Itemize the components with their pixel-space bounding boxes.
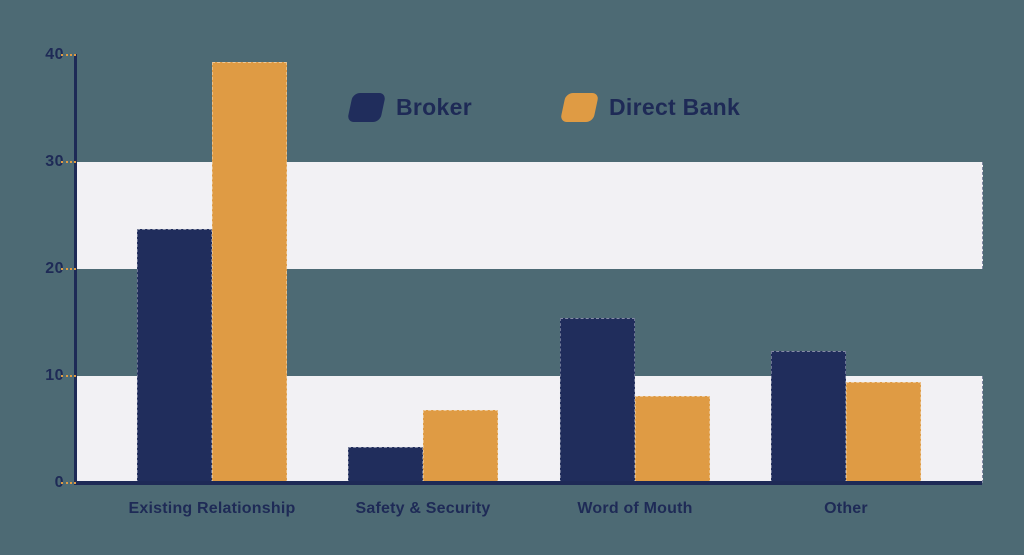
- bar-direct-bank-existing-relationship: [212, 62, 287, 483]
- x-category-label-safety-security: Safety & Security: [355, 500, 491, 517]
- bar-direct-bank-other: [846, 382, 921, 483]
- bar-broker-safety-security: [348, 446, 423, 483]
- legend-label-broker: Broker: [396, 94, 472, 120]
- x-category-label-word-of-mouth: Word of Mouth: [577, 500, 693, 517]
- legend-item-broker: Broker: [346, 93, 472, 122]
- legend-item-direct-bank: Direct Bank: [559, 93, 741, 122]
- y-tick-label-40: 40: [45, 46, 64, 63]
- legend-label-direct-bank: Direct Bank: [609, 94, 741, 120]
- y-tick-dash-20: [61, 268, 76, 270]
- bar-broker-existing-relationship: [137, 229, 212, 483]
- y-tick-dash-40: [61, 54, 76, 56]
- y-tick-label-10: 10: [45, 367, 64, 384]
- bar-broker-other: [771, 351, 846, 483]
- x-category-label-other: Other: [824, 500, 868, 517]
- broker-swatch-icon: [346, 93, 387, 122]
- y-tick-dash-10: [61, 375, 76, 377]
- bar-direct-bank-safety-security: [423, 410, 498, 483]
- y-tick-label-20: 20: [45, 260, 64, 277]
- bar-broker-word-of-mouth: [560, 318, 635, 483]
- x-axis-line: [74, 481, 982, 485]
- y-tick-label-0: 0: [54, 474, 64, 491]
- y-tick-dash-30: [61, 161, 76, 163]
- x-category-label-existing-relationship: Existing Relationship: [128, 500, 296, 517]
- bar-direct-bank-word-of-mouth: [635, 396, 710, 483]
- y-tick-dash-0: [61, 482, 76, 484]
- y-tick-label-30: 30: [45, 153, 64, 170]
- direct-bank-swatch-icon: [559, 93, 600, 122]
